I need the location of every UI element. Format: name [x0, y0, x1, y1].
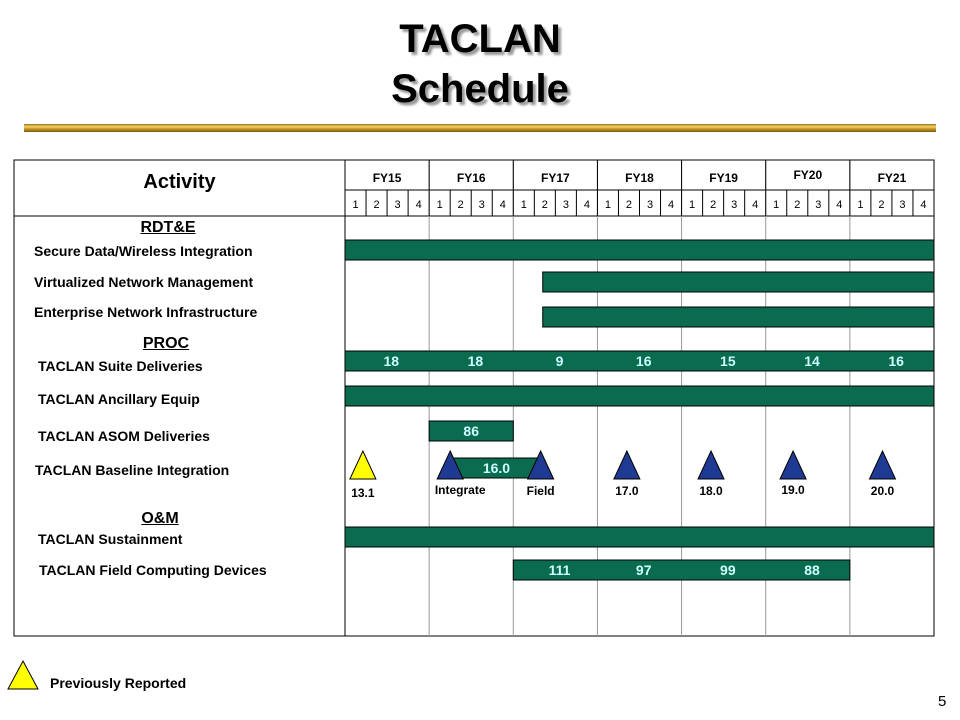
quarter-label: 1 — [605, 199, 611, 211]
quarter-label: 4 — [584, 199, 590, 211]
bar-value-label: 86 — [463, 423, 479, 439]
title-line-1: TACLAN — [399, 17, 561, 61]
milestone-label: 13.1 — [351, 486, 375, 500]
quarter-label: 1 — [437, 199, 443, 211]
milestone-triangle — [697, 449, 725, 480]
activity-header: Activity — [143, 171, 216, 193]
quarter-label: 1 — [352, 199, 358, 211]
milestone-triangle — [349, 449, 377, 480]
activity-label: Enterprise Network Infrastructure — [34, 304, 258, 320]
fiscal-year-label: FY20 — [793, 168, 822, 182]
quarter-label: 3 — [479, 199, 485, 211]
quarter-label: 3 — [395, 199, 401, 211]
bar-value-label: 111 — [549, 562, 571, 578]
quarter-label: 1 — [857, 199, 863, 211]
milestone-triangle — [868, 449, 897, 480]
quarter-label: 2 — [542, 199, 548, 211]
fiscal-year-label: FY19 — [709, 171, 738, 185]
section-header-proc: PROC — [142, 335, 190, 352]
schedule-bar — [512, 559, 851, 581]
page-number: 5 — [938, 693, 947, 710]
activity-label: TACLAN Suite Deliveries — [38, 358, 203, 374]
bar-value-label: 15 — [720, 353, 736, 369]
bar-value-label: 14 — [804, 353, 820, 369]
activity-label: TACLAN ASOM Deliveries — [38, 428, 210, 444]
milestone-label: Integrate — [435, 483, 486, 497]
quarter-label: 1 — [521, 199, 527, 211]
milestone-triangle — [613, 449, 641, 480]
section-header-om: O&M — [141, 510, 179, 527]
legend-label: Previously Reported — [50, 675, 187, 691]
quarter-label: 2 — [710, 199, 716, 211]
milestone-triangle — [779, 449, 807, 480]
milestone-label: 19.0 — [781, 483, 805, 497]
quarter-label: 2 — [794, 199, 800, 211]
quarter-label: 3 — [899, 199, 905, 211]
quarter-label: 4 — [500, 199, 506, 211]
quarter-label: 1 — [689, 199, 695, 211]
fiscal-year-label: FY15 — [373, 171, 402, 185]
schedule-bar — [542, 306, 935, 328]
quarter-label: 4 — [920, 199, 926, 211]
bar-value-label: 88 — [804, 562, 820, 578]
bar-value-label: 99 — [720, 562, 736, 578]
bar-value-label: 16.0 — [483, 460, 510, 476]
activity-label: Secure Data/Wireless Integration — [34, 243, 253, 259]
schedule-bar — [344, 385, 935, 407]
milestone-triangle — [526, 449, 555, 480]
schedule-bar — [542, 271, 935, 293]
quarter-label: 3 — [647, 199, 653, 211]
bar-value-label: 97 — [636, 562, 652, 578]
gold-divider — [24, 124, 936, 132]
schedule-bar — [344, 350, 935, 372]
section-header-rdte: RDT&E — [140, 219, 196, 236]
schedule-bar — [344, 526, 935, 548]
title-line-2: Schedule — [391, 67, 569, 111]
quarter-label: 4 — [416, 199, 422, 211]
schedule-bar — [344, 239, 935, 261]
schedule-bar — [428, 420, 514, 442]
quarter-label: 3 — [563, 199, 569, 211]
milestone-label: 18.0 — [699, 484, 723, 498]
quarter-label: 2 — [626, 199, 632, 211]
activity-label: Virtualized Network Management — [34, 274, 254, 290]
bar-value-label: 18 — [468, 353, 484, 369]
bar-value-label: 9 — [556, 353, 564, 369]
quarter-label: 3 — [815, 199, 821, 211]
quarter-label: 4 — [752, 199, 758, 211]
quarter-label: 2 — [458, 199, 464, 211]
activity-label: TACLAN Field Computing Devices — [39, 562, 267, 578]
quarter-label: 4 — [836, 199, 842, 211]
milestone-triangle — [436, 449, 464, 480]
quarter-label: 2 — [878, 199, 884, 211]
bar-value-label: 16 — [636, 353, 652, 369]
fiscal-year-label: FY17 — [541, 171, 570, 185]
activity-label: TACLAN Sustainment — [38, 531, 183, 547]
milestone-label: 20.0 — [871, 484, 895, 498]
quarter-label: 1 — [773, 199, 779, 211]
bar-value-label: 16 — [888, 353, 904, 369]
milestone-label: 17.0 — [615, 484, 639, 498]
fiscal-year-label: FY16 — [457, 171, 486, 185]
legend-triangle-icon — [7, 659, 39, 690]
fiscal-year-label: FY21 — [878, 171, 907, 185]
quarter-label: 4 — [668, 199, 674, 211]
milestone-label: Field — [527, 484, 555, 498]
quarter-label: 3 — [731, 199, 737, 211]
quarter-label: 2 — [373, 199, 379, 211]
activity-label: TACLAN Ancillary Equip — [38, 391, 200, 407]
activity-label: TACLAN Baseline Integration — [35, 462, 230, 478]
bar-value-label: 18 — [383, 353, 399, 369]
fiscal-year-label: FY18 — [625, 171, 654, 185]
